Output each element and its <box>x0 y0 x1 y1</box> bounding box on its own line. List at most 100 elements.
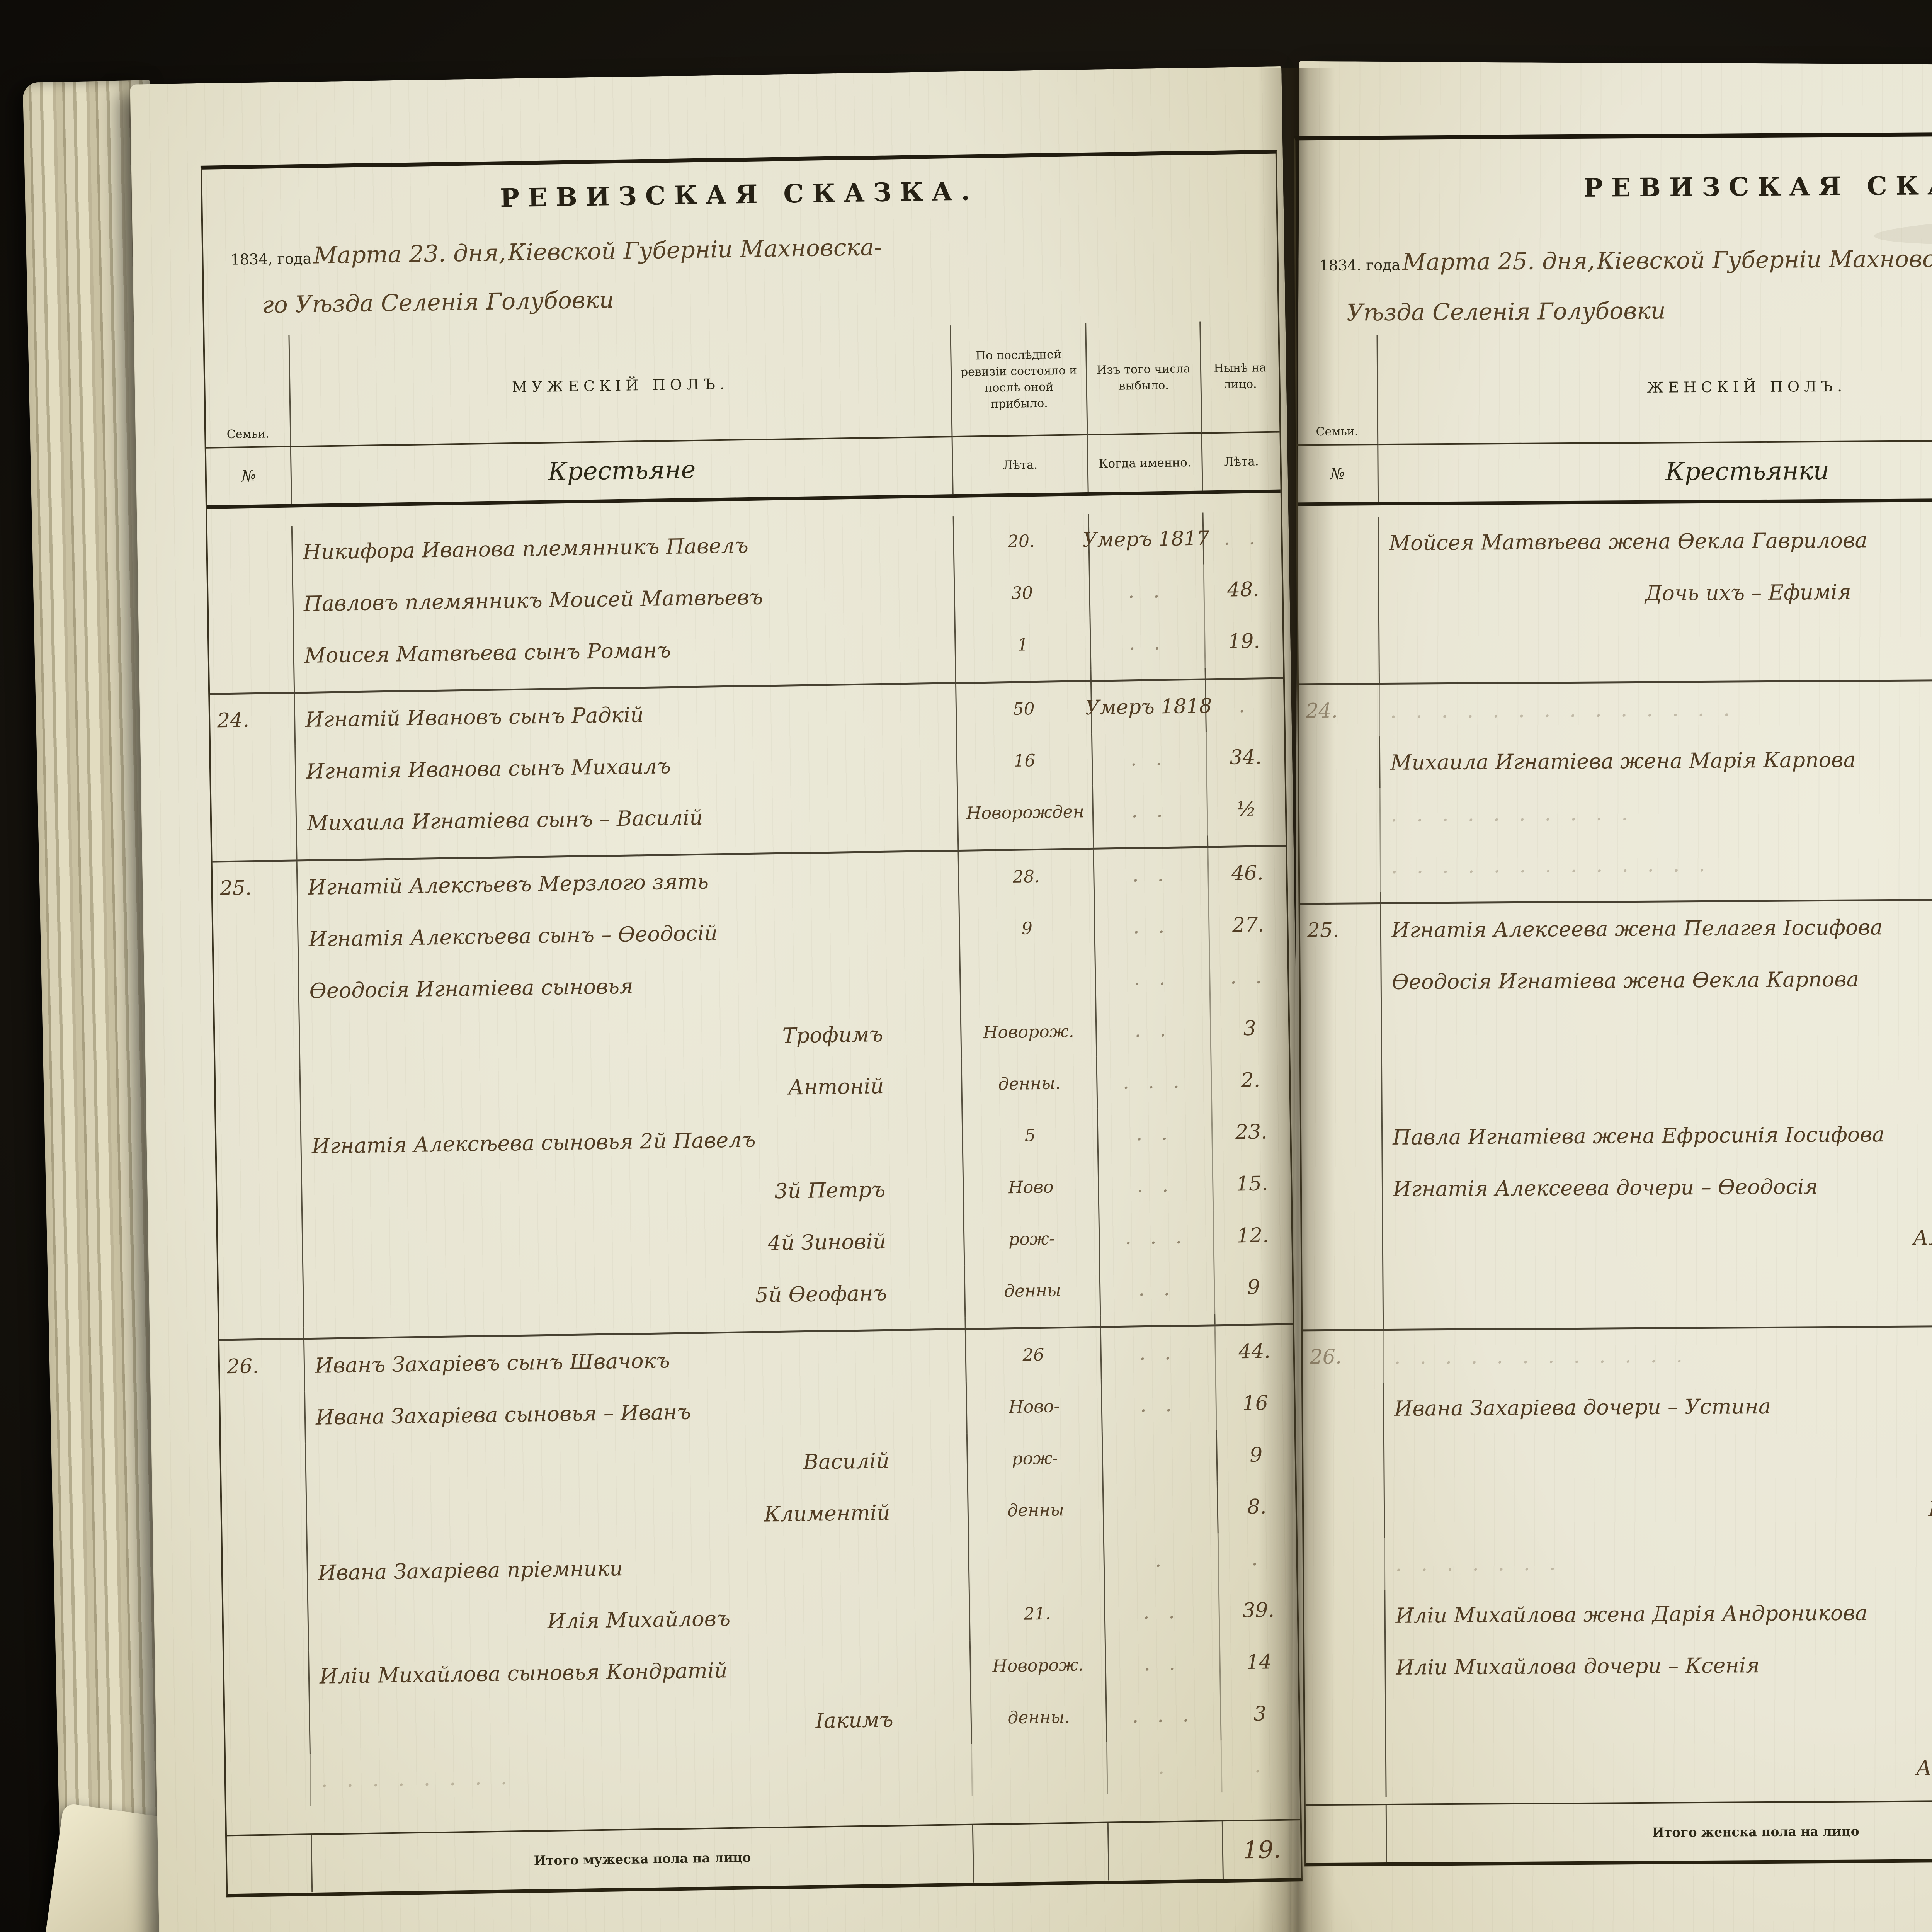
table-row: Дочь ихъ – Ефимія. .13. <box>1298 563 1932 621</box>
person-name-cell: . . . . . . . . . . <box>1380 784 1932 840</box>
person-name-cell: Дочь ихъ – Ефимія <box>1379 564 1932 621</box>
col-gender-header: ЖЕНСКІЙ ПОЛЪ. <box>1378 330 1932 446</box>
value-cell: 1 <box>955 617 1092 672</box>
person-name-cell: Павла Игнатіева жена Ефросинія Іосифова <box>1382 1107 1932 1163</box>
family-number-cell <box>216 1120 302 1173</box>
right-page-table: РЕВИЗСКАЯ СКАЗКА. 1834. года Марта 25. д… <box>1294 129 1932 1867</box>
family-number-cell <box>1298 517 1379 570</box>
value-cell: 3 <box>1253 1702 1267 1726</box>
value-cell: рож- <box>967 1431 1104 1485</box>
handwritten-place-2: го Уѣзда Селенія Голубовки <box>262 286 614 319</box>
right-total-row: Итого женска пола на лицо 16. <box>1305 1798 1932 1863</box>
value-cell: . . <box>1230 965 1268 989</box>
value-cell: Ново- <box>966 1379 1103 1434</box>
family-number-cell <box>217 1172 303 1225</box>
value-cell: 27. <box>1232 913 1265 937</box>
value-cell: . . <box>1098 1107 1213 1160</box>
family-number-cell <box>220 1391 306 1445</box>
value-cell <box>1215 1313 1293 1324</box>
value-cell <box>958 837 1094 850</box>
family-number-cell <box>221 1495 308 1548</box>
person-name-cell: Игнатія Алексеева дочери – Ѳеодосія <box>1383 1158 1932 1215</box>
book-gutter-shadow <box>1258 68 1335 1932</box>
value-cell <box>1102 1430 1218 1483</box>
family-number-cell <box>219 1327 304 1339</box>
family-number-cell <box>1298 569 1380 621</box>
handwritten-place-2: Уѣзда Селенія Голубовки <box>1346 297 1666 327</box>
col-gender-header: МУЖЕСКІЙ ПОЛЪ. <box>289 325 953 447</box>
value-cell: . . <box>1223 526 1262 550</box>
col-number-header: № <box>1297 445 1379 503</box>
table-row: Марія. .1. <box>1302 1261 1932 1319</box>
family-number-cell <box>1301 1163 1383 1216</box>
person-name-cell: . . . . . . . . <box>310 1744 973 1806</box>
family-number-cell <box>1298 672 1380 684</box>
person-name-cell: Антоній <box>300 1058 963 1121</box>
person-name-cell: . . . . . . . . . . . . <box>1384 1326 1932 1383</box>
value-cell: . <box>1107 1740 1223 1794</box>
family-number-cell <box>207 526 293 579</box>
family-number-cell <box>209 681 295 693</box>
family-number-cell <box>224 1650 310 1704</box>
table-row: . . . . . . . . . . . . . <box>1299 834 1932 893</box>
value-cell: . . <box>1095 900 1210 953</box>
value-cell: Умеръ 1818 <box>1085 680 1212 734</box>
family-number-cell <box>1301 1111 1383 1164</box>
col-family-header: Семьи. <box>1296 335 1379 446</box>
person-name-cell: Марія <box>1383 1262 1932 1319</box>
value-cell: 46. <box>1231 861 1264 885</box>
person-name-cell: Иліи Михайлова сыновья Кондратій <box>309 1640 971 1702</box>
person-name-cell: Михаила Игнатіева жена Марія Карпова <box>1380 732 1932 789</box>
value-cell: . <box>1254 1754 1267 1777</box>
left-date-line-2: го Уѣзда Селенія Голубовки <box>262 286 614 319</box>
value-cell: Новорож. <box>961 1005 1097 1059</box>
person-name-cell: Іакимъ <box>310 1692 972 1754</box>
family-number-cell <box>209 629 295 683</box>
value-cell: 20. <box>954 514 1090 568</box>
value-cell: 9 <box>1247 1276 1260 1299</box>
value-cell: . <box>1104 1533 1219 1587</box>
family-number-cell <box>218 1224 304 1277</box>
person-name-cell: Игнатій Алексѣевъ Мерзлого зять <box>297 851 960 913</box>
value-cell: . . <box>1102 1378 1217 1432</box>
col-years2-sub: Лѣта. <box>1224 454 1259 469</box>
value-cell: 26 <box>966 1328 1102 1382</box>
family-number-cell: 26. <box>219 1340 305 1393</box>
empty-cell <box>227 1835 313 1894</box>
table-row <box>1298 615 1932 673</box>
family-number-cell <box>1304 1693 1386 1746</box>
printed-year: 1834. года <box>1319 256 1401 274</box>
table-row: Александра. .3 <box>1302 1209 1932 1267</box>
family-number-cell <box>1303 1486 1385 1539</box>
value-cell <box>960 953 1097 1007</box>
value-cell <box>972 1742 1108 1796</box>
table-row: Ефросинія. .11. <box>1303 1480 1932 1539</box>
person-name-cell: Игнатія Иванова сынъ Михаилъ <box>296 736 958 798</box>
value-cell: 16 <box>1242 1391 1269 1415</box>
family-number-cell <box>222 1547 308 1600</box>
person-name-cell: Моисея Матвѣева сынъ Романъ <box>294 620 956 682</box>
family-number-cell: 24. <box>1299 685 1380 737</box>
person-name-cell: . . . . . . . <box>1385 1533 1932 1590</box>
family-number-cell <box>1301 1060 1383 1112</box>
value-cell: 12. <box>1236 1224 1269 1248</box>
value-cell: 30 <box>954 566 1091 620</box>
person-name-cell: Ефросинія <box>1384 1481 1932 1538</box>
value-cell: 23. <box>1235 1120 1268 1144</box>
table-row: Иліи Михайлова дочери – Ксенія. .15 <box>1304 1636 1932 1694</box>
value-cell: 15. <box>1236 1172 1269 1196</box>
table-row: 25. Игнатія Алексеева жена Пелагея Іосифо… <box>1300 898 1932 957</box>
value-cell: 3 <box>1243 1017 1257 1041</box>
person-name-cell: Иліи Михайлова дочери – Ксенія <box>1386 1637 1932 1694</box>
empty-cell <box>973 1823 1109 1883</box>
person-name-cell: Ивана Захаріева сыновья – Иванъ <box>305 1381 968 1444</box>
value-cell: денны <box>965 1264 1101 1318</box>
value-cell <box>956 669 1092 682</box>
value-cell: 2. <box>1241 1068 1260 1092</box>
right-header-row-1: Семьи. ЖЕНСКІЙ ПОЛЪ. Во временной отлучк… <box>1296 329 1932 446</box>
right-header-row-2: № Крестьянки Съ котораго времени. Лѣта. <box>1297 439 1932 506</box>
value-cell: . . <box>1096 1003 1212 1057</box>
family-number-cell <box>1304 1538 1386 1590</box>
value-cell: . . . <box>1097 1055 1213 1109</box>
printed-year: 1834, года <box>230 250 312 268</box>
